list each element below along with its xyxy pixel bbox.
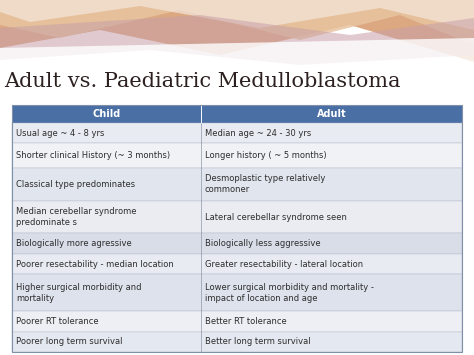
Text: Lateral cerebellar syndrome seen: Lateral cerebellar syndrome seen <box>205 213 347 222</box>
Text: Median age ~ 24 - 30 yrs: Median age ~ 24 - 30 yrs <box>205 129 311 138</box>
Text: Better long term survival: Better long term survival <box>205 337 310 346</box>
Text: Greater resectability - lateral location: Greater resectability - lateral location <box>205 260 363 269</box>
Text: Adult: Adult <box>317 109 346 119</box>
Polygon shape <box>0 0 474 45</box>
Bar <box>12 201 462 233</box>
Bar <box>12 332 462 352</box>
Bar <box>12 233 462 254</box>
Text: Biologically more agressive: Biologically more agressive <box>16 239 132 248</box>
Text: Higher surgical morbidity and
mortality: Higher surgical morbidity and mortality <box>16 283 142 303</box>
Text: Poorer resectability - median location: Poorer resectability - median location <box>16 260 174 269</box>
Bar <box>12 168 462 201</box>
Bar <box>12 143 462 168</box>
Text: Classical type predominates: Classical type predominates <box>16 180 135 189</box>
Text: Poorer long term survival: Poorer long term survival <box>16 337 122 346</box>
Text: Child: Child <box>92 109 120 119</box>
Bar <box>12 105 462 352</box>
Text: Shorter clinical History (~ 3 months): Shorter clinical History (~ 3 months) <box>16 151 170 160</box>
Bar <box>12 123 462 143</box>
Text: Biologically less aggressive: Biologically less aggressive <box>205 239 320 248</box>
Bar <box>12 105 462 123</box>
Text: Poorer RT tolerance: Poorer RT tolerance <box>16 317 99 326</box>
Bar <box>12 254 462 274</box>
Polygon shape <box>0 0 474 62</box>
Text: Lower surgical morbidity and mortality -
impact of location and age: Lower surgical morbidity and mortality -… <box>205 283 374 303</box>
Text: Desmoplastic type relatively
commoner: Desmoplastic type relatively commoner <box>205 174 325 195</box>
Bar <box>12 311 462 332</box>
Polygon shape <box>0 0 474 30</box>
Bar <box>12 274 462 311</box>
Text: Median cerebellar syndrome
predominate s: Median cerebellar syndrome predominate s <box>16 207 137 227</box>
Text: Better RT tolerance: Better RT tolerance <box>205 317 287 326</box>
Text: Longer history ( ~ 5 months): Longer history ( ~ 5 months) <box>205 151 327 160</box>
Text: Adult vs. Paediatric Medulloblastoma: Adult vs. Paediatric Medulloblastoma <box>4 72 401 91</box>
Text: Usual age ~ 4 - 8 yrs: Usual age ~ 4 - 8 yrs <box>16 129 104 138</box>
Polygon shape <box>0 15 474 65</box>
Polygon shape <box>0 38 474 70</box>
